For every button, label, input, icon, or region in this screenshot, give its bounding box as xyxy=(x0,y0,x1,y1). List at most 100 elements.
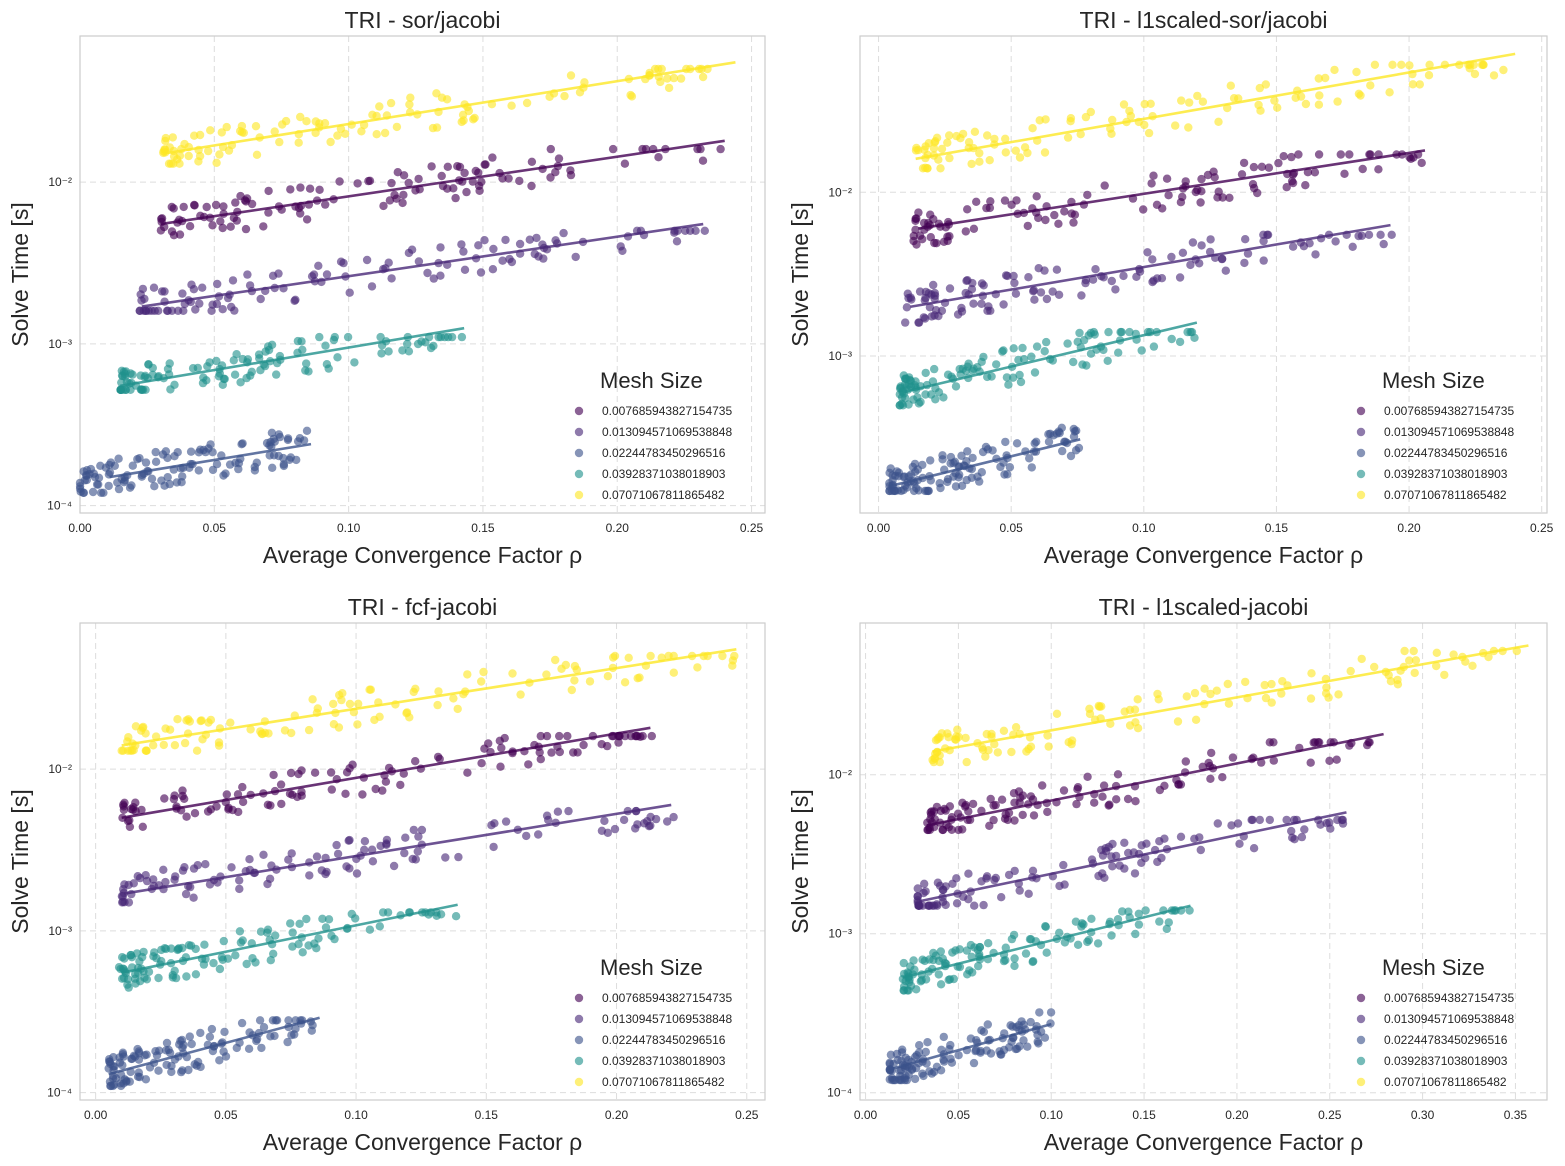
data-point xyxy=(1185,906,1194,915)
data-point xyxy=(943,138,952,147)
data-point xyxy=(174,944,183,953)
data-point xyxy=(1188,238,1198,247)
data-point xyxy=(329,335,339,345)
data-point xyxy=(393,168,402,177)
data-point xyxy=(198,735,207,744)
data-point xyxy=(997,893,1006,902)
data-point xyxy=(1141,906,1150,915)
data-point xyxy=(495,736,504,745)
data-point xyxy=(294,203,304,213)
data-point xyxy=(375,922,384,931)
data-point xyxy=(1393,675,1402,685)
data-point xyxy=(1345,150,1354,159)
data-point xyxy=(1042,337,1051,347)
data-point xyxy=(414,257,424,266)
data-point xyxy=(930,364,939,374)
legend-title: Mesh Size xyxy=(600,955,703,980)
data-point xyxy=(1104,327,1113,337)
data-point xyxy=(129,1051,139,1061)
data-point xyxy=(1228,753,1238,762)
data-point xyxy=(1155,917,1164,926)
data-point xyxy=(160,794,169,803)
data-point xyxy=(1073,785,1082,794)
data-point xyxy=(1470,69,1480,79)
data-point xyxy=(1175,273,1185,282)
subplot-2: 0.00 0.05 0.10 0.15 0.20 0.25 10⁻³ 10⁻² TRI - l1… xyxy=(787,7,1554,568)
data-point xyxy=(352,869,362,878)
data-point xyxy=(1113,770,1123,779)
data-point xyxy=(314,934,323,943)
data-point xyxy=(180,299,189,309)
x-tick-label: 0.10 xyxy=(1132,521,1156,535)
data-point xyxy=(663,817,672,826)
data-point xyxy=(279,460,288,469)
data-point xyxy=(138,723,147,733)
data-point xyxy=(1468,661,1477,670)
data-point xyxy=(350,358,359,367)
legend-entry: 0.03928371038018903 xyxy=(602,467,726,481)
data-point xyxy=(1034,1039,1043,1048)
data-point xyxy=(221,1052,231,1061)
data-point xyxy=(247,367,256,376)
data-point xyxy=(332,840,341,850)
data-point xyxy=(968,799,978,809)
data-point xyxy=(365,685,374,694)
legend-marker xyxy=(574,427,584,437)
fit-line xyxy=(141,222,704,308)
fit-line xyxy=(918,149,1426,230)
data-point xyxy=(918,460,927,470)
y-axis-label: Solve Time [s] xyxy=(7,789,33,933)
data-point xyxy=(619,815,629,825)
data-point xyxy=(1234,94,1243,103)
data-point xyxy=(1108,115,1117,125)
data-point xyxy=(296,112,305,122)
data-point xyxy=(457,332,467,342)
data-point xyxy=(241,197,251,206)
x-axis-label: Average Convergence Factor ρ xyxy=(263,542,583,568)
data-point xyxy=(1440,670,1449,680)
data-point xyxy=(1010,961,1019,971)
data-point xyxy=(908,1064,917,1074)
data-point xyxy=(930,754,939,763)
data-point xyxy=(522,98,532,108)
data-point xyxy=(1294,150,1303,159)
data-point xyxy=(923,825,932,835)
data-point xyxy=(432,911,441,920)
data-point xyxy=(957,451,966,460)
data-point xyxy=(624,653,633,662)
data-point xyxy=(1015,370,1024,380)
y-tick-label: 10⁻⁴ xyxy=(827,1086,852,1100)
axes-frame xyxy=(79,622,766,1101)
data-point xyxy=(716,144,725,154)
data-point xyxy=(921,390,930,399)
data-point xyxy=(135,306,145,315)
data-point xyxy=(1352,67,1361,77)
data-point xyxy=(969,1058,979,1068)
x-axis-label: Average Convergence Factor ρ xyxy=(1044,1129,1364,1155)
data-point xyxy=(238,797,248,807)
data-point xyxy=(1103,356,1112,365)
data-point xyxy=(304,941,313,950)
data-point xyxy=(264,342,273,351)
data-point xyxy=(1091,265,1100,274)
data-point xyxy=(1046,1008,1056,1017)
data-point xyxy=(1287,826,1296,836)
data-point xyxy=(1131,797,1140,806)
data-point xyxy=(1325,818,1334,827)
data-point xyxy=(427,162,436,171)
data-point xyxy=(1106,124,1115,133)
data-point xyxy=(169,204,178,213)
data-point xyxy=(414,174,423,184)
data-point xyxy=(1015,1042,1024,1051)
legend: Mesh Size 0.007685943827154735 0.013094571… xyxy=(574,955,732,1089)
data-point xyxy=(902,303,912,312)
data-point xyxy=(1405,656,1414,665)
data-point xyxy=(421,338,430,347)
data-point xyxy=(441,853,450,862)
data-point xyxy=(918,1069,927,1078)
data-point xyxy=(1040,347,1049,356)
data-point xyxy=(235,884,244,894)
data-point xyxy=(200,940,209,949)
data-point xyxy=(351,914,360,923)
data-point xyxy=(114,963,124,972)
